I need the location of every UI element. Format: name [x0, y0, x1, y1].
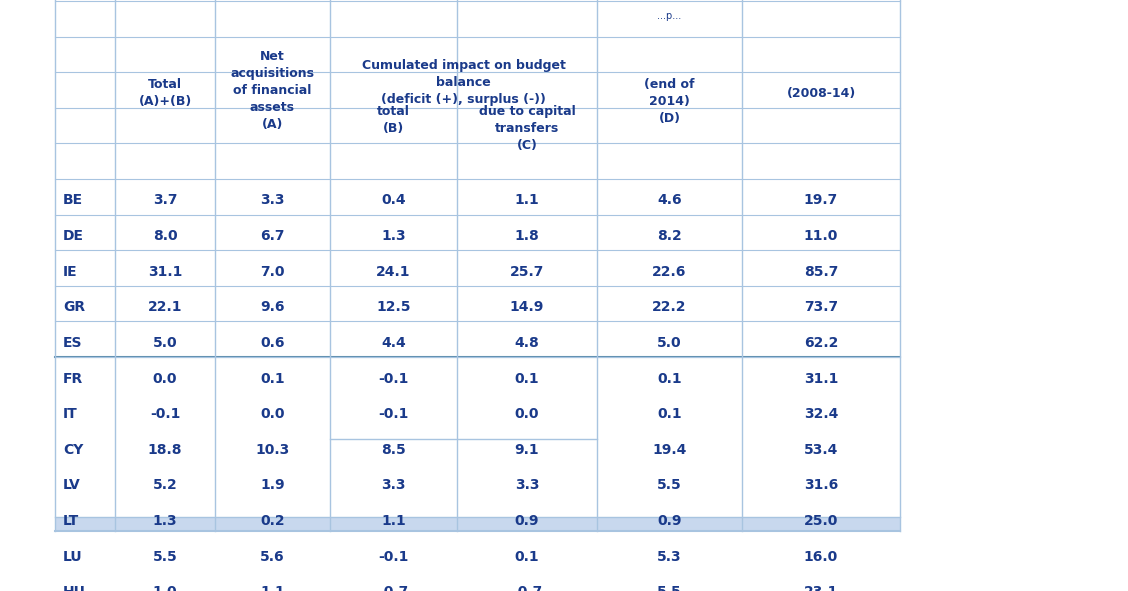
Text: 1.1: 1.1 — [381, 514, 406, 528]
Bar — [55, 0, 900, 531]
Text: 5.3: 5.3 — [658, 550, 681, 564]
Text: -0.7: -0.7 — [512, 585, 543, 591]
Text: 25.7: 25.7 — [510, 265, 544, 279]
Text: 22.1: 22.1 — [148, 300, 183, 314]
Text: Cumulated impact on budget
balance
(deficit (+), surplus (-)): Cumulated impact on budget balance (defi… — [362, 59, 565, 106]
Text: Total
(A)+(B): Total (A)+(B) — [139, 77, 192, 108]
Text: 0.9: 0.9 — [658, 514, 681, 528]
Text: LT: LT — [63, 514, 79, 528]
Text: 1.1: 1.1 — [514, 193, 539, 207]
Text: 53.4: 53.4 — [804, 443, 838, 457]
Text: 0.1: 0.1 — [658, 407, 681, 421]
Text: 4.8: 4.8 — [514, 336, 539, 350]
Text: 5.0: 5.0 — [658, 336, 681, 350]
Text: 9.6: 9.6 — [261, 300, 284, 314]
Text: 0.1: 0.1 — [514, 372, 539, 385]
Text: 5.0: 5.0 — [152, 336, 177, 350]
Text: 10.3: 10.3 — [255, 443, 290, 457]
Text: 32.4: 32.4 — [804, 407, 838, 421]
Text: LU: LU — [63, 550, 82, 564]
Text: 19.7: 19.7 — [804, 193, 838, 207]
Text: -0.1: -0.1 — [378, 407, 408, 421]
Text: 0.0: 0.0 — [514, 407, 539, 421]
Text: FR: FR — [63, 372, 83, 385]
Text: 3.3: 3.3 — [514, 478, 539, 492]
Text: 8.2: 8.2 — [658, 229, 681, 243]
Text: 8.0: 8.0 — [152, 229, 177, 243]
Text: 7.0: 7.0 — [261, 265, 284, 279]
Text: 4.6: 4.6 — [658, 193, 681, 207]
Text: -0.1: -0.1 — [150, 407, 180, 421]
Text: 1.3: 1.3 — [152, 514, 177, 528]
Text: 1.9: 1.9 — [261, 478, 284, 492]
Text: Net
acquisitions
of financial
assets
(A): Net acquisitions of financial assets (A) — [230, 50, 315, 131]
Text: 1.1: 1.1 — [261, 585, 285, 591]
Text: HU: HU — [63, 585, 86, 591]
Text: 31.1: 31.1 — [148, 265, 183, 279]
Text: 18.8: 18.8 — [148, 443, 183, 457]
Text: 22.6: 22.6 — [652, 265, 687, 279]
Text: 3.3: 3.3 — [381, 478, 406, 492]
Text: GR: GR — [63, 300, 85, 314]
Text: 0.4: 0.4 — [381, 193, 406, 207]
Text: 0.6: 0.6 — [261, 336, 284, 350]
Text: 16.0: 16.0 — [804, 550, 838, 564]
Text: 14.9: 14.9 — [510, 300, 544, 314]
Text: LV: LV — [63, 478, 81, 492]
Text: 0.0: 0.0 — [261, 407, 284, 421]
Text: 5.5: 5.5 — [152, 550, 177, 564]
Text: 85.7: 85.7 — [804, 265, 838, 279]
Text: 0.0: 0.0 — [152, 372, 177, 385]
Text: 1.8: 1.8 — [514, 229, 539, 243]
Text: 0.1: 0.1 — [514, 550, 539, 564]
Text: 6.7: 6.7 — [261, 229, 284, 243]
Text: ...p...: ...p... — [658, 11, 681, 21]
Text: 31.1: 31.1 — [804, 372, 838, 385]
Text: 62.2: 62.2 — [804, 336, 838, 350]
Text: 31.6: 31.6 — [804, 478, 838, 492]
Text: 1.0: 1.0 — [152, 585, 177, 591]
Text: BE: BE — [63, 193, 83, 207]
Text: 25.0: 25.0 — [804, 514, 838, 528]
Text: IT: IT — [63, 407, 78, 421]
Text: -0.7: -0.7 — [378, 585, 408, 591]
Text: (end of
2014)
(D): (end of 2014) (D) — [644, 77, 695, 125]
Text: -0.1: -0.1 — [378, 550, 408, 564]
Text: 0.9: 0.9 — [514, 514, 539, 528]
Text: 9.1: 9.1 — [514, 443, 539, 457]
Text: 0.1: 0.1 — [261, 372, 284, 385]
Text: 5.6: 5.6 — [261, 550, 284, 564]
Text: -0.1: -0.1 — [378, 372, 408, 385]
Text: 3.3: 3.3 — [261, 193, 284, 207]
Text: (2008-14): (2008-14) — [786, 87, 856, 100]
Text: 73.7: 73.7 — [804, 300, 838, 314]
Text: 8.5: 8.5 — [381, 443, 406, 457]
Text: due to capital
transfers
(C): due to capital transfers (C) — [478, 105, 575, 152]
Text: DE: DE — [63, 229, 83, 243]
Text: 5.2: 5.2 — [152, 478, 177, 492]
Text: 1.3: 1.3 — [381, 229, 406, 243]
Text: 3.7: 3.7 — [152, 193, 177, 207]
Text: total
(B): total (B) — [377, 105, 409, 135]
Text: 4.4: 4.4 — [381, 336, 406, 350]
Text: 24.1: 24.1 — [377, 265, 411, 279]
Text: CY: CY — [63, 443, 83, 457]
Text: 5.5: 5.5 — [658, 478, 681, 492]
Text: 23.1: 23.1 — [804, 585, 838, 591]
Text: 0.2: 0.2 — [261, 514, 284, 528]
Text: 11.0: 11.0 — [804, 229, 838, 243]
Text: IE: IE — [63, 265, 78, 279]
Text: 19.4: 19.4 — [652, 443, 687, 457]
Text: 12.5: 12.5 — [377, 300, 411, 314]
Text: ES: ES — [63, 336, 82, 350]
Bar — [55, 517, 900, 531]
Text: 5.5: 5.5 — [658, 585, 681, 591]
Text: 22.2: 22.2 — [652, 300, 687, 314]
Text: 0.1: 0.1 — [658, 372, 681, 385]
